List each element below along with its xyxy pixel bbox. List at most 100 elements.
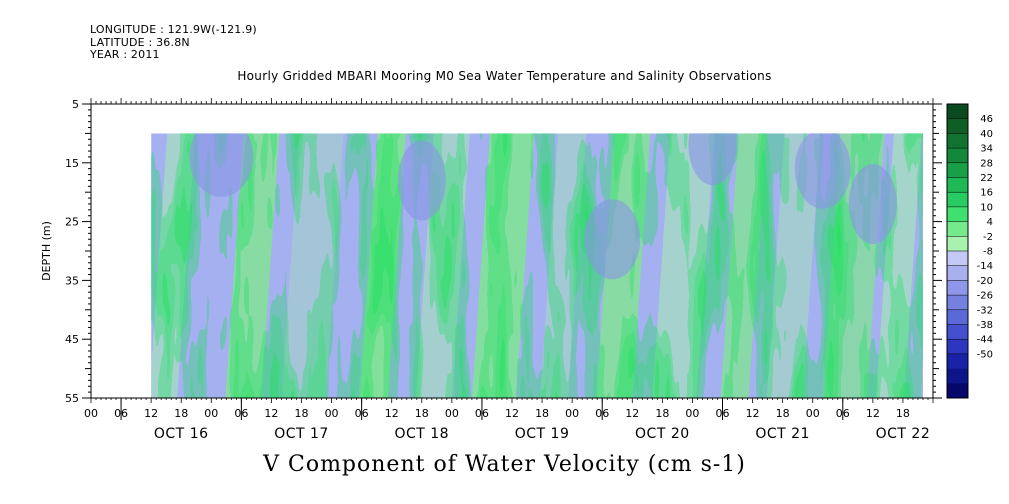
x-hour-label: 18 bbox=[655, 407, 669, 420]
x-day-label: OCT 18 bbox=[394, 426, 449, 442]
colorbar-label: -32 bbox=[977, 305, 993, 316]
x-hour-label: 18 bbox=[896, 407, 910, 420]
x-hour-label: 18 bbox=[295, 407, 309, 420]
heatmap-field bbox=[151, 133, 923, 398]
y-tick-label: 55 bbox=[65, 392, 79, 405]
x-hour-label: 00 bbox=[685, 407, 699, 420]
x-hour-label: 06 bbox=[595, 407, 609, 420]
heatmap-blue-patch bbox=[794, 133, 851, 209]
colorbar-swatch bbox=[947, 353, 968, 370]
colorbar-label: 22 bbox=[980, 173, 993, 184]
x-hour-label: 18 bbox=[415, 407, 429, 420]
colorbar-label: -44 bbox=[977, 335, 993, 346]
heatmap-blue-patch bbox=[584, 199, 641, 280]
x-day-label: OCT 22 bbox=[876, 426, 931, 442]
x-hour-label: 12 bbox=[625, 407, 639, 420]
colorbar-swatch bbox=[947, 162, 968, 178]
x-hour-label: 06 bbox=[234, 407, 248, 420]
x-hour-label: 18 bbox=[776, 407, 790, 420]
heatmap-band bbox=[151, 133, 196, 398]
x-hour-label: 12 bbox=[505, 407, 519, 420]
colorbar-swatch bbox=[947, 177, 968, 193]
colorbar: 46 40 34 28 22 16 10 4 -2 -8 -14 -20 -26 -32 -38 -44 -50 bbox=[946, 103, 993, 399]
chart-title: Hourly Gridded MBARI Mooring M0 Sea Wate… bbox=[237, 69, 772, 83]
y-tick-label: 5 bbox=[72, 98, 79, 111]
y-tick-label: 45 bbox=[65, 333, 79, 346]
colorbar-swatch bbox=[947, 221, 968, 237]
colorbar-swatch bbox=[947, 236, 968, 252]
colorbar-label: -50 bbox=[977, 349, 993, 360]
x-hour-label: 00 bbox=[445, 407, 459, 420]
x-hour-label: 00 bbox=[204, 407, 218, 420]
axes: 5 15 25 35 45 55 DEPTH (m) 00 06 12 18 00 06 12 18 00 06… bbox=[40, 98, 942, 442]
colorbar-swatch bbox=[947, 368, 968, 384]
colorbar-swatch bbox=[947, 280, 968, 296]
x-hour-label: 12 bbox=[385, 407, 399, 420]
colorbar-swatch bbox=[947, 324, 968, 340]
colorbar-swatch bbox=[947, 133, 968, 149]
colorbar-label: 46 bbox=[980, 114, 993, 125]
x-hour-label: 06 bbox=[716, 407, 730, 420]
colorbar-swatch bbox=[947, 192, 968, 208]
x-hour-label: 06 bbox=[114, 407, 128, 420]
colorbar-swatch bbox=[947, 148, 968, 164]
colorbar-swatch bbox=[947, 251, 968, 267]
heatmap-blue-patch bbox=[189, 133, 254, 197]
x-hour-label: 12 bbox=[264, 407, 278, 420]
y-tick-label: 35 bbox=[65, 274, 79, 287]
colorbar-swatch bbox=[947, 104, 968, 120]
x-day-label: OCT 19 bbox=[515, 426, 570, 442]
colorbar-swatch bbox=[947, 295, 968, 311]
heatmap-background bbox=[151, 133, 923, 398]
heatmap-band bbox=[652, 133, 715, 398]
colorbar-label: -2 bbox=[983, 232, 993, 243]
heatmap-band bbox=[540, 133, 587, 398]
x-hour-label: 12 bbox=[866, 407, 880, 420]
heatmap-band bbox=[471, 133, 534, 398]
colorbar-label: -38 bbox=[977, 320, 993, 331]
colorbar-swatch bbox=[947, 339, 968, 355]
heatmap-blue-patch bbox=[397, 140, 446, 221]
heatmap-band bbox=[225, 133, 280, 398]
colorbar-label: -8 bbox=[983, 247, 993, 258]
x-hour-label: 06 bbox=[836, 407, 850, 420]
y-tick-label: 15 bbox=[65, 157, 79, 170]
longitude-label: LONGITUDE : 121.9W(-121.9) bbox=[90, 23, 257, 36]
heatmap-band bbox=[359, 133, 406, 398]
x-hour-label: 00 bbox=[325, 407, 339, 420]
x-day-label: OCT 21 bbox=[755, 426, 810, 442]
heatmap-band bbox=[720, 133, 767, 398]
colorbar-label: 4 bbox=[987, 217, 993, 228]
colorbar-swatch bbox=[947, 118, 968, 134]
colorbar-label: -20 bbox=[977, 276, 993, 287]
colorbar-label: -26 bbox=[977, 291, 993, 302]
heatmap-area bbox=[151, 133, 923, 398]
x-hour-label: 00 bbox=[565, 407, 579, 420]
colorbar-label: 16 bbox=[980, 188, 993, 199]
x-hour-label: 00 bbox=[806, 407, 820, 420]
latitude-label: LATITUDE : 36.8N bbox=[90, 36, 190, 49]
y-tick-label: 25 bbox=[65, 216, 79, 229]
x-day-label: OCT 17 bbox=[274, 426, 329, 442]
x-day-label: OCT 16 bbox=[154, 426, 209, 442]
x-day-label: OCT 20 bbox=[635, 426, 690, 442]
x-hour-label: 00 bbox=[84, 407, 98, 420]
x-hour-label: 12 bbox=[144, 407, 158, 420]
x-hour-label: 12 bbox=[746, 407, 760, 420]
colorbar-label: 34 bbox=[980, 144, 993, 155]
x-hour-label: 18 bbox=[535, 407, 549, 420]
colorbar-label: 40 bbox=[980, 129, 993, 140]
colorbar-swatch bbox=[947, 383, 968, 399]
year-label: YEAR : 2011 bbox=[90, 48, 160, 61]
heatmap-blue-patch bbox=[688, 133, 737, 186]
x-hour-label: 06 bbox=[355, 407, 369, 420]
x-hour-label: 06 bbox=[475, 407, 489, 420]
heatmap-band bbox=[875, 133, 922, 398]
x-hour-label: 18 bbox=[174, 407, 188, 420]
colorbar-label: 28 bbox=[980, 158, 993, 169]
heatmap-blue-patch bbox=[848, 163, 897, 244]
heatmap-band bbox=[281, 133, 344, 398]
colorbar-label: 10 bbox=[980, 202, 993, 213]
colorbar-swatch bbox=[947, 309, 968, 325]
